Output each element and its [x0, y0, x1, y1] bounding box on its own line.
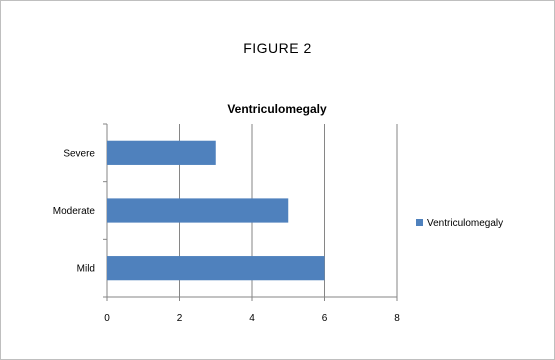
bar-severe — [107, 140, 216, 165]
bar-moderate — [107, 198, 289, 223]
legend-swatch — [416, 219, 423, 226]
y-tick-label-mild: Mild — [77, 264, 95, 275]
y-tick-label-severe: Severe — [63, 148, 95, 159]
legend: Ventriculomegaly — [416, 218, 503, 229]
x-tick-label-8: 8 — [394, 313, 400, 324]
bars — [107, 140, 325, 281]
figure-label: FIGURE 2 — [243, 40, 312, 56]
x-tick-label-0: 0 — [104, 313, 110, 324]
x-tick-label-2: 2 — [177, 313, 183, 324]
x-tick-label-4: 4 — [249, 313, 255, 324]
legend-label: Ventriculomegaly — [427, 218, 503, 229]
bar-mild — [107, 256, 325, 281]
tick-labels: Mild Moderate Severe 0 2 4 6 8 — [53, 148, 400, 324]
x-tick-label-6: 6 — [322, 313, 328, 324]
y-tick-label-moderate: Moderate — [53, 206, 96, 217]
chart-title: Ventriculomegaly — [227, 102, 327, 116]
